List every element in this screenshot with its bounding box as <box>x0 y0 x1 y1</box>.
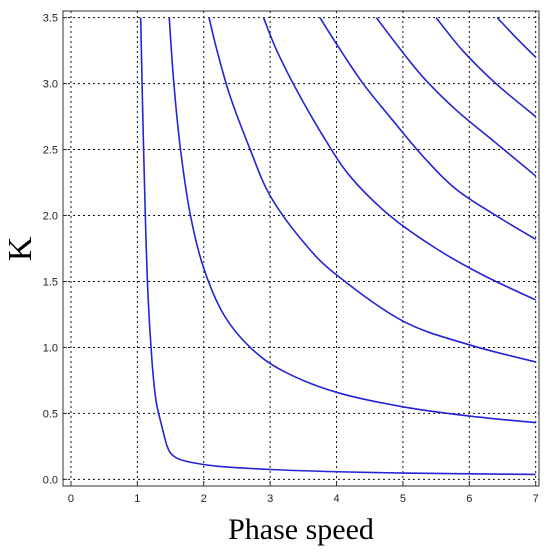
x-tick-label: 5 <box>400 493 406 505</box>
y-tick-label: 1.0 <box>43 342 58 354</box>
plot-frame <box>62 10 540 487</box>
x-tick-label: 7 <box>533 493 539 505</box>
series-line-5 <box>319 17 537 240</box>
series-line-1 <box>139 17 536 476</box>
tick-layer: 0 1 2 3 4 5 6 7 0.0 0.5 1.0 1.5 2.0 2.5 3.0 3.5 <box>43 13 539 505</box>
y-tick-label: 2.0 <box>43 211 58 223</box>
x-tick-label: 3 <box>267 493 273 505</box>
y-axis-label: K <box>2 236 39 261</box>
series-line-7 <box>435 17 537 118</box>
x-tick-label: 2 <box>201 493 207 505</box>
series-line-8 <box>496 17 537 58</box>
y-tick-label: 0.0 <box>43 474 58 486</box>
x-tick-label: 0 <box>68 493 74 505</box>
x-tick-label: 4 <box>333 493 339 505</box>
curve-layer <box>139 17 537 476</box>
y-tick-label: 1.5 <box>43 276 58 288</box>
series-line-4 <box>262 17 537 301</box>
y-tick-label: 3.5 <box>43 13 58 25</box>
series-line-3 <box>208 17 536 363</box>
y-tick-label: 2.5 <box>43 145 58 157</box>
y-tick-label: 3.0 <box>43 79 58 91</box>
x-axis-label: Phase speed <box>228 513 374 546</box>
series-line-2 <box>168 17 536 424</box>
x-tick-label: 6 <box>466 493 472 505</box>
y-tick-label: 0.5 <box>43 408 58 420</box>
series-line-6 <box>375 17 537 177</box>
grid-layer <box>63 11 539 486</box>
x-tick-label: 1 <box>134 493 140 505</box>
